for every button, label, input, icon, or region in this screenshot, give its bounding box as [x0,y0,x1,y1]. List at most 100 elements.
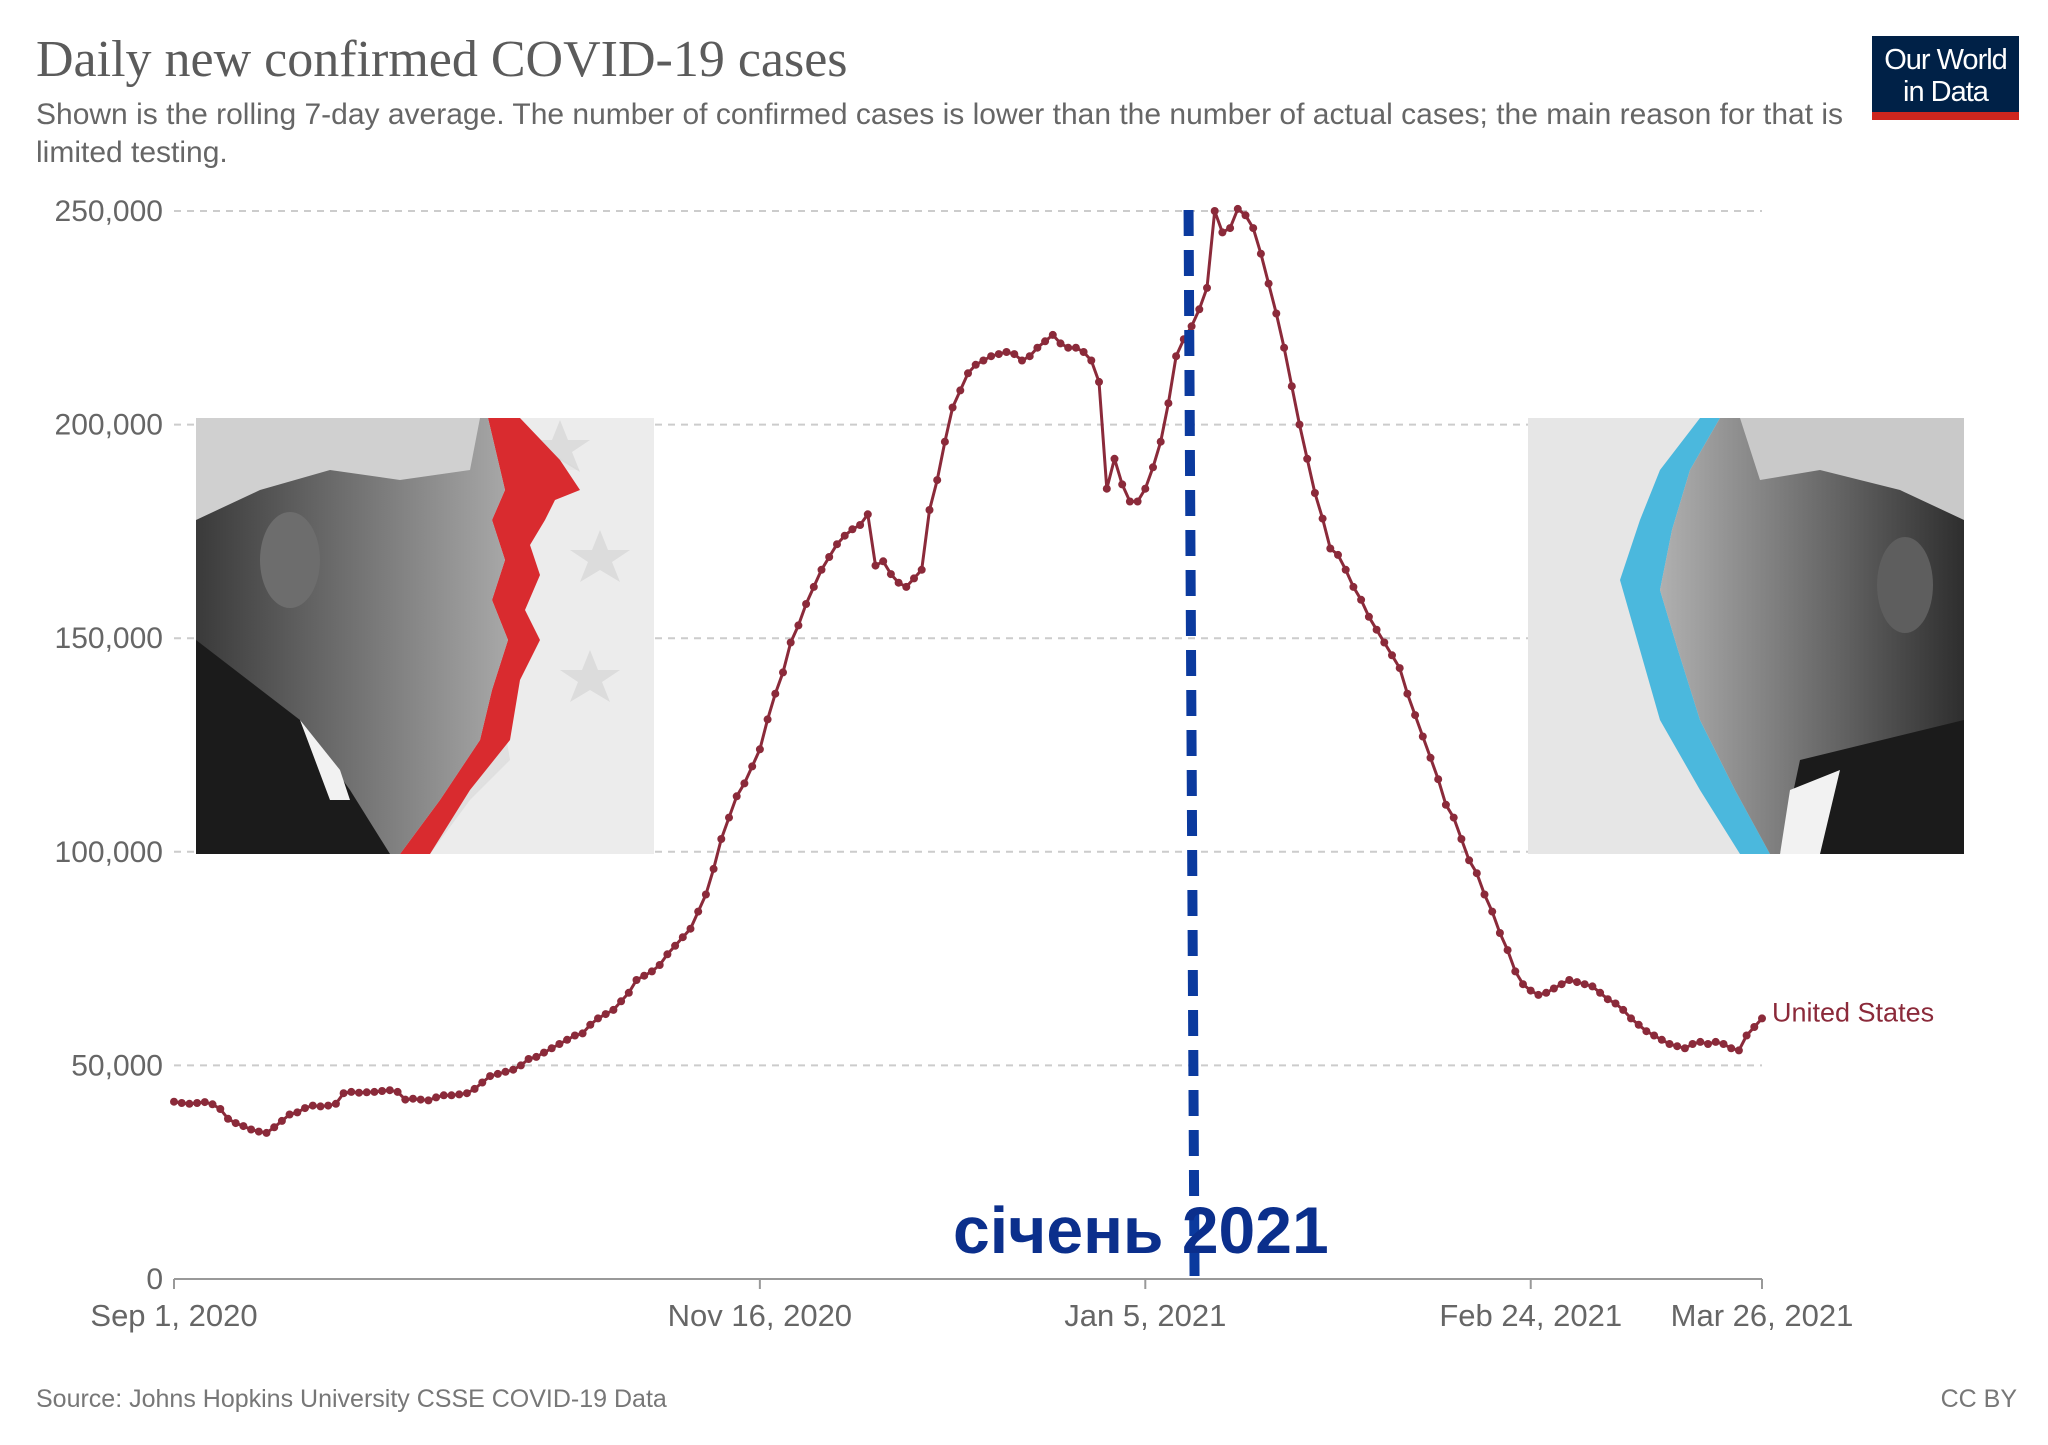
data-point[interactable] [1172,352,1181,361]
data-point[interactable] [1233,204,1242,213]
data-point[interactable] [840,531,849,540]
data-point[interactable] [555,1040,564,1048]
data-point[interactable] [1195,305,1204,314]
data-point[interactable] [948,403,957,412]
data-point[interactable] [1688,1040,1697,1048]
data-point[interactable] [678,933,687,942]
data-point[interactable] [1326,544,1335,553]
data-point[interactable] [879,557,888,566]
data-point[interactable] [1102,484,1111,493]
data-point[interactable] [1727,1044,1736,1053]
data-point[interactable] [1603,995,1612,1004]
data-point[interactable] [308,1101,317,1110]
data-point[interactable] [247,1125,256,1134]
data-point[interactable] [701,890,710,899]
data-point[interactable] [848,525,857,534]
data-point[interactable] [1472,869,1481,878]
data-point[interactable] [270,1123,279,1132]
data-point[interactable] [239,1122,248,1131]
data-point[interactable] [748,762,757,771]
data-point[interactable] [1557,980,1566,989]
data-point[interactable] [1650,1031,1659,1040]
data-point[interactable] [285,1110,294,1119]
data-point[interactable] [1580,980,1589,989]
data-point[interactable] [794,621,803,630]
data-point[interactable] [370,1087,379,1096]
data-point[interactable] [979,356,988,365]
data-point[interactable] [1565,976,1574,984]
data-point[interactable] [1303,454,1312,463]
data-point[interactable] [933,476,942,485]
data-point[interactable] [1388,651,1396,660]
data-point[interactable] [216,1105,225,1113]
data-point[interactable] [1164,399,1173,408]
data-point[interactable] [725,813,733,822]
data-point[interactable] [1511,967,1520,976]
data-point[interactable] [987,352,996,361]
data-point[interactable] [856,521,865,529]
data-point[interactable] [455,1090,464,1099]
data-point[interactable] [1033,343,1042,352]
data-point[interactable] [547,1044,556,1053]
data-point[interactable] [1334,550,1342,559]
data-point[interactable] [524,1055,533,1063]
data-point[interactable] [755,745,764,754]
data-point[interactable] [971,360,980,369]
data-point[interactable] [224,1114,232,1123]
data-point[interactable] [1480,890,1489,899]
data-point[interactable] [825,553,834,561]
data-point[interactable] [1680,1044,1689,1053]
data-point[interactable] [316,1102,325,1111]
data-point[interactable] [1110,454,1119,463]
data-point[interactable] [1418,732,1427,741]
data-point[interactable] [647,967,656,976]
data-point[interactable] [902,582,911,591]
data-point[interactable] [1465,856,1474,865]
source-note[interactable]: Source: Johns Hopkins University CSSE CO… [36,1385,667,1413]
data-point[interactable] [1711,1037,1720,1046]
data-point[interactable] [1395,664,1404,673]
data-point[interactable] [1187,322,1196,331]
data-point[interactable] [1611,999,1620,1008]
data-point[interactable] [1010,350,1019,359]
data-point[interactable] [339,1089,348,1098]
data-point[interactable] [1349,582,1358,591]
data-point[interactable] [632,976,641,984]
data-point[interactable] [1203,283,1211,292]
data-point[interactable] [771,689,780,698]
data-point[interactable] [1079,348,1088,356]
data-point[interactable] [1048,330,1057,339]
data-point[interactable] [732,792,741,801]
data-point[interactable] [1133,497,1142,506]
data-point[interactable] [493,1069,502,1078]
data-point[interactable] [1673,1042,1682,1051]
data-point[interactable] [1588,982,1597,991]
data-point[interactable] [940,437,949,446]
data-point[interactable] [809,582,818,591]
license-note[interactable]: CC BY [1940,1385,2017,1413]
data-point[interactable] [432,1093,441,1102]
data-point[interactable] [424,1096,433,1105]
data-point[interactable] [1634,1020,1643,1029]
data-point[interactable] [1364,612,1373,621]
data-point[interactable] [1372,625,1381,634]
data-point[interactable] [1241,211,1250,220]
data-point[interactable] [516,1061,525,1070]
data-point[interactable] [1596,988,1605,997]
data-point[interactable] [409,1094,417,1103]
data-point[interactable] [1441,800,1450,809]
data-point[interactable] [1495,929,1504,937]
data-point[interactable] [863,510,872,519]
data-point[interactable] [686,924,695,933]
data-point[interactable] [1627,1014,1635,1023]
data-point[interactable] [717,835,726,843]
data-point[interactable] [1426,753,1435,762]
data-point[interactable] [1141,484,1150,493]
data-point[interactable] [917,565,926,574]
data-point[interactable] [1249,224,1258,233]
data-point[interactable] [324,1101,333,1110]
data-point[interactable] [1719,1040,1728,1048]
data-point[interactable] [663,950,672,959]
data-point[interactable] [1758,1014,1766,1023]
data-point[interactable] [1310,489,1319,497]
